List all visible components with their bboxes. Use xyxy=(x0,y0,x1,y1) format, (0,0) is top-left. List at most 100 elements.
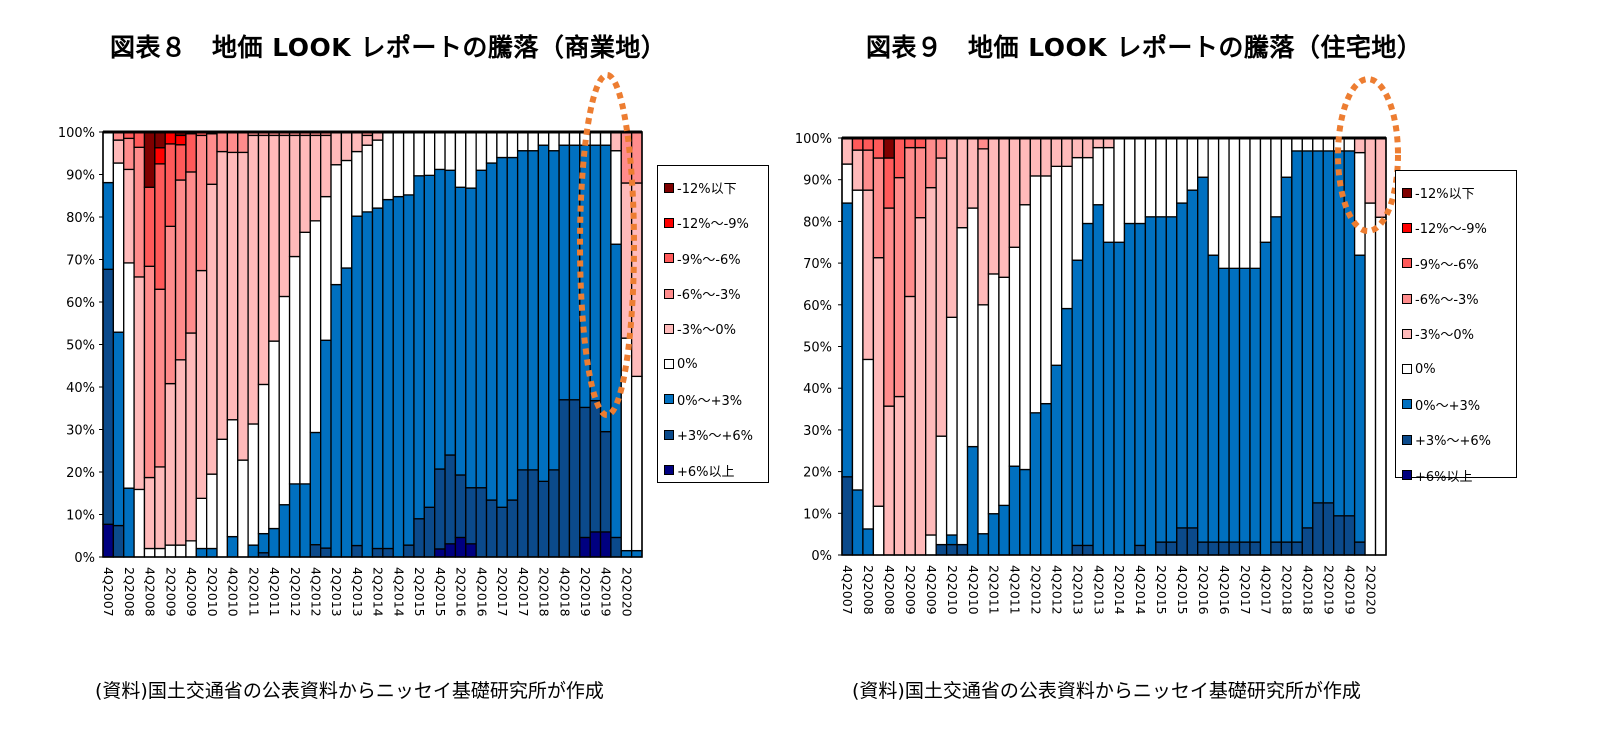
legend-item: +3%～+6% xyxy=(1402,422,1510,457)
bar-segment xyxy=(288,255,301,485)
bar-segment xyxy=(998,276,1011,507)
bar-segment xyxy=(102,131,115,184)
bar-segment xyxy=(966,207,979,448)
bar-segment xyxy=(1280,541,1293,556)
bar-segment xyxy=(599,430,612,533)
bar-segment xyxy=(257,383,270,535)
y-tick-label: 20% xyxy=(803,466,832,481)
legend-item: -12%～-9% xyxy=(1402,210,1510,245)
bar-segment xyxy=(361,211,374,558)
bar-segment xyxy=(1186,137,1199,191)
bar-segment xyxy=(851,189,864,491)
bar-segment xyxy=(935,543,948,556)
bar-segment xyxy=(216,438,229,558)
bar-segment xyxy=(382,547,394,558)
y-tick-label: 30% xyxy=(803,424,832,439)
bar-segment xyxy=(454,536,467,558)
bar-segment xyxy=(945,137,958,318)
bar-segment xyxy=(247,423,260,546)
bar-segment xyxy=(1123,222,1136,556)
bar-segment xyxy=(1280,176,1293,543)
bar-segment xyxy=(465,487,477,545)
bar-segment xyxy=(257,134,270,386)
left-legend: -12%以下 -12%～-9% -9%～-6% -6%～-3% -3%～0% 0% 0%～+… xyxy=(657,165,769,483)
bar-segment xyxy=(1165,137,1178,218)
x-tick-label: 4Q2007 xyxy=(101,567,116,617)
bar-segment xyxy=(154,147,166,165)
bar-segment xyxy=(392,131,405,198)
x-tick-label: 4Q2016 xyxy=(474,567,489,617)
legend-item: 0% xyxy=(664,346,762,381)
bar-segment xyxy=(935,435,948,546)
bar-segment xyxy=(1008,246,1021,467)
bar-segment xyxy=(371,547,384,558)
bar-segment xyxy=(1228,137,1241,269)
legend-swatch xyxy=(664,429,674,440)
bar-segment xyxy=(268,340,280,530)
bar-segment xyxy=(630,549,643,558)
x-tick-label: 4Q2008 xyxy=(882,565,897,615)
bar-segment xyxy=(1165,541,1178,556)
bar-segment xyxy=(154,547,166,558)
x-tick-label: 4Q2011 xyxy=(1008,565,1023,615)
legend-swatch xyxy=(664,359,674,370)
bar-segment xyxy=(102,268,115,525)
x-tick-label: 2Q2010 xyxy=(205,567,220,617)
bar-segment xyxy=(966,137,979,209)
bar-segment xyxy=(102,181,115,270)
bar-segment xyxy=(1071,137,1084,159)
bar-segment xyxy=(1102,241,1115,556)
bar-segment xyxy=(558,399,571,558)
y-tick-label: 10% xyxy=(66,509,95,524)
legend-item: -9%～-6% xyxy=(1402,246,1510,281)
bar-segment xyxy=(206,547,218,558)
bar-segment xyxy=(454,186,467,476)
x-tick-label: 2Q2016 xyxy=(454,567,469,617)
bar-segment xyxy=(1217,267,1230,543)
bar-segment xyxy=(444,169,457,456)
bar-segment xyxy=(1238,267,1251,543)
bar-segment xyxy=(568,131,581,146)
bar-segment xyxy=(1186,527,1199,556)
bar-segment xyxy=(925,534,937,556)
bar-segment xyxy=(1061,307,1073,556)
bar-segment xyxy=(558,144,571,401)
bar-segment xyxy=(496,131,508,159)
bar-segment xyxy=(1312,150,1324,504)
y-tick-label: 10% xyxy=(803,507,832,522)
bar-segment xyxy=(1301,150,1314,529)
legend-label: 0% xyxy=(677,356,698,372)
bar-segment xyxy=(143,547,156,558)
bar-segment xyxy=(956,227,969,546)
legend-label: -12%以下 xyxy=(677,182,737,198)
legend-swatch xyxy=(664,253,674,264)
x-tick-label: 4Q2016 xyxy=(1217,565,1232,615)
bar-segment xyxy=(185,133,197,173)
bar-segment xyxy=(340,267,353,558)
bar-segment xyxy=(278,295,291,506)
bar-segment xyxy=(1019,468,1031,556)
bar-segment xyxy=(320,195,332,341)
legend-item: -9%～-6% xyxy=(664,241,762,276)
x-tick-label: 4Q2015 xyxy=(1175,565,1190,615)
legend-item: -6%～-3% xyxy=(1402,281,1510,316)
y-tick-label: 60% xyxy=(66,296,95,311)
bar-segment xyxy=(309,220,322,434)
x-tick-label: 2Q2012 xyxy=(1029,565,1044,615)
bar-segment xyxy=(392,195,405,558)
bar-segment xyxy=(862,137,875,151)
y-tick-label: 90% xyxy=(66,169,95,184)
legend-item: +6%以上 xyxy=(664,452,762,487)
bar-segment xyxy=(841,137,854,165)
y-tick-label: 80% xyxy=(66,211,95,226)
bar-segment xyxy=(851,149,864,191)
bar-segment xyxy=(1322,150,1335,504)
bar-segment xyxy=(506,499,519,558)
legend-swatch xyxy=(664,288,674,299)
bar-segment xyxy=(143,265,156,479)
bar-segment xyxy=(977,137,990,150)
right-chart-title: 図表９ 地価 LOOK レポートの騰落（住宅地） xyxy=(866,33,1423,62)
bar-segment xyxy=(174,359,187,546)
bar-segment xyxy=(1249,541,1262,556)
bar-segment xyxy=(1134,222,1147,547)
